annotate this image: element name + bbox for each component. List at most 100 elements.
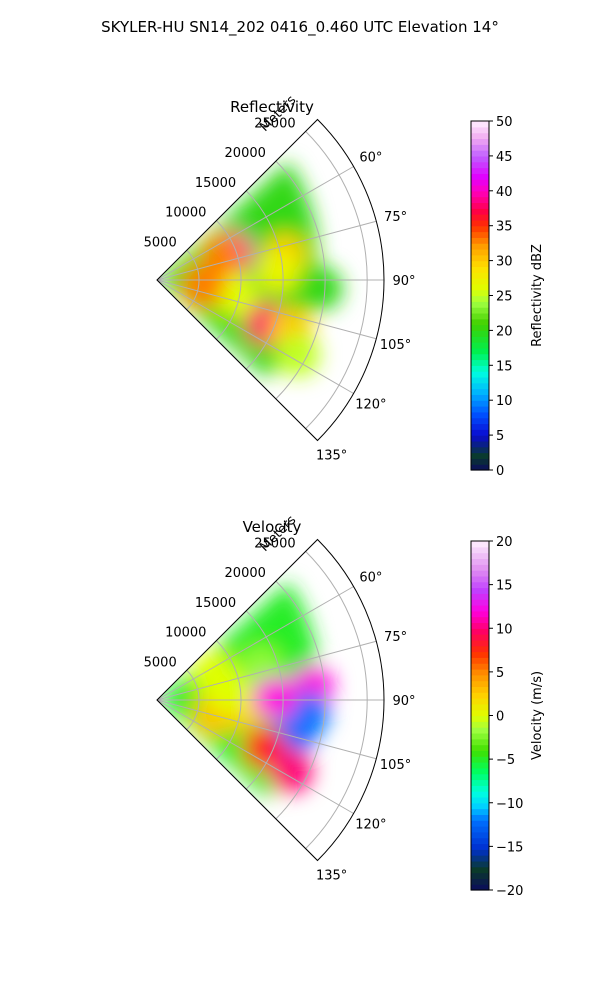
colorbar-swatch — [471, 843, 489, 850]
colorbar-swatch — [471, 796, 489, 804]
velocity-colorbar-label: Velocity (m/s) — [530, 671, 545, 760]
colorbar-swatch — [471, 808, 489, 815]
colorbar-swatch — [471, 173, 489, 180]
colorbar-swatch — [471, 243, 489, 250]
angle-spoke — [156, 279, 377, 340]
colorbar-swatch — [471, 645, 489, 653]
colorbar-swatch — [471, 318, 489, 326]
colorbar-swatch — [471, 376, 489, 384]
colorbar-swatch — [471, 452, 489, 459]
colorbar-swatch — [471, 307, 489, 314]
velocity-range-tick-labels: 5000 10000 15000 20000 25000 — [144, 536, 296, 670]
velocity-plot-area — [156, 538, 385, 862]
range-tick-label: 20000 — [225, 146, 266, 161]
colorbar-tick-label: 20 — [496, 535, 513, 550]
angle-spoke — [156, 166, 354, 281]
colorbar-swatch — [471, 446, 489, 454]
range-tick-label: 10000 — [165, 626, 206, 641]
colorbar-tick-label: 50 — [496, 115, 513, 130]
range-tick-label: 15000 — [195, 176, 236, 191]
reflectivity-sector-frame — [156, 118, 385, 442]
colorbar-swatch — [471, 715, 489, 722]
colorbar-swatch — [471, 884, 489, 891]
colorbar-swatch — [471, 657, 489, 664]
range-tick-label: 15000 — [195, 596, 236, 611]
angle-spoke — [156, 586, 354, 701]
velocity-colorbar — [470, 540, 493, 891]
colorbar-swatch — [471, 353, 489, 361]
colorbar-swatch — [471, 330, 489, 337]
colorbar-swatch — [471, 312, 489, 320]
colorbar-swatch — [471, 260, 489, 268]
colorbar-tick-label: 30 — [496, 255, 513, 270]
colorbar-swatch — [471, 254, 489, 262]
range-tick-label: 10000 — [165, 206, 206, 221]
colorbar-swatch — [471, 860, 489, 868]
reflectivity-colorbar — [470, 120, 493, 471]
velocity-colorbar-ticks: −20 −15 −10 −5 0 5 10 15 20 — [496, 535, 523, 899]
colorbar-swatch — [471, 144, 489, 151]
colorbar-swatch — [471, 411, 489, 419]
colorbar-swatch — [471, 738, 489, 746]
colorbar-swatch — [471, 272, 489, 279]
colorbar-swatch — [471, 855, 489, 862]
velocity-title: Velocity — [243, 518, 302, 536]
reflectivity-colorbar-ticks: 0 5 10 15 20 25 30 35 40 45 50 — [496, 115, 513, 479]
colorbar-swatch — [471, 248, 489, 256]
range-tick-label: 20000 — [225, 566, 266, 581]
angle-tick-label: 75° — [384, 630, 407, 645]
colorbar-swatch — [471, 342, 489, 349]
colorbar-swatch — [471, 593, 489, 600]
colorbar-swatch — [471, 744, 489, 751]
colorbar-swatch — [471, 237, 489, 244]
colorbar-swatch — [471, 208, 489, 215]
angle-tick-label: 105° — [380, 338, 411, 353]
colorbar-swatch — [471, 219, 489, 227]
colorbar-swatch — [471, 680, 489, 688]
colorbar-tick-label: −20 — [496, 884, 523, 899]
colorbar-swatch — [471, 727, 489, 734]
colorbar-swatch — [471, 417, 489, 425]
colorbar-swatch — [471, 167, 489, 174]
colorbar-tick-label: 20 — [496, 324, 513, 339]
colorbar-swatch — [471, 570, 489, 577]
colorbar-swatch — [471, 289, 489, 297]
colorbar-swatch — [471, 773, 489, 781]
colorbar-swatch — [471, 762, 489, 769]
reflectivity-range-tick-labels: 5000 10000 15000 20000 25000 — [144, 116, 296, 250]
colorbar-tick-label: 10 — [496, 622, 513, 637]
angle-tick-label: 105° — [380, 758, 411, 773]
colorbar-swatch — [471, 791, 489, 798]
colorbar-swatch — [471, 214, 489, 221]
colorbar-swatch — [471, 668, 489, 676]
field-cell — [252, 675, 297, 720]
colorbar-swatch — [471, 458, 489, 465]
colorbar-swatch — [471, 663, 489, 670]
colorbar-swatch — [471, 423, 489, 430]
field-cell — [276, 332, 321, 377]
colorbar-swatch — [471, 324, 489, 331]
reflectivity-colorbar-label: Reflectivity dBZ — [530, 244, 545, 347]
angle-spoke — [156, 220, 377, 281]
colorbar-swatch — [471, 365, 489, 372]
colorbar-tick-label: 0 — [496, 464, 504, 479]
colorbar-swatch — [471, 779, 489, 786]
colorbar-swatch — [471, 610, 489, 618]
colorbar-swatch — [471, 721, 489, 728]
colorbar-tick-label: 25 — [496, 290, 513, 305]
field-cell — [180, 263, 225, 308]
range-tick-label: 5000 — [144, 235, 177, 250]
colorbar-swatch — [471, 121, 489, 128]
angle-tick-label: 60° — [359, 151, 382, 166]
colorbar-swatch — [471, 371, 489, 378]
colorbar-swatch — [471, 266, 489, 273]
colorbar-swatch — [471, 231, 489, 238]
colorbar-swatch — [471, 225, 489, 233]
colorbar-swatch — [471, 575, 489, 583]
colorbar-swatch — [471, 295, 489, 302]
colorbar-tick-label: 45 — [496, 150, 513, 165]
colorbar-swatch — [471, 837, 489, 845]
colorbar-swatch — [471, 587, 489, 594]
colorbar-swatch — [471, 756, 489, 763]
colorbar-swatch — [471, 161, 489, 169]
